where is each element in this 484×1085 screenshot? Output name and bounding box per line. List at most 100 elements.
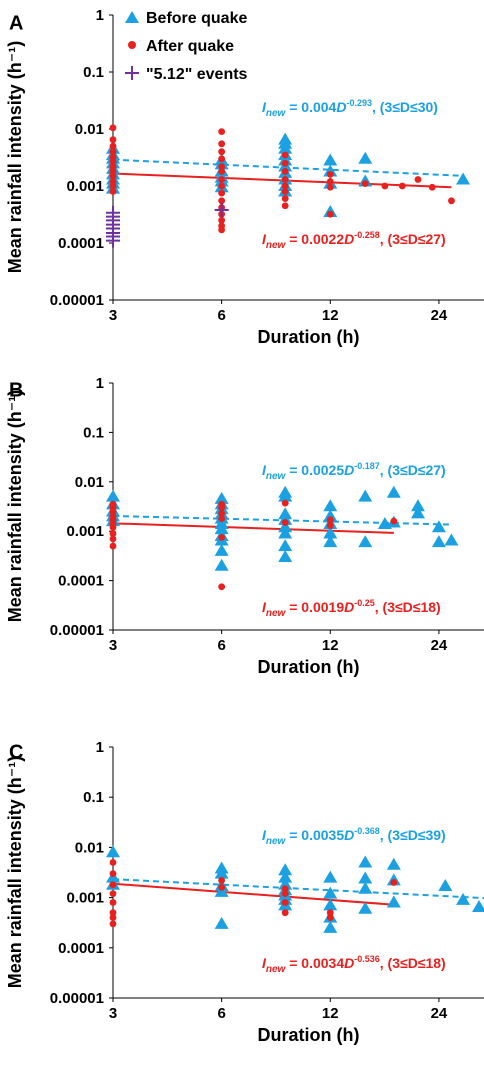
- point-after: [218, 140, 226, 148]
- x-tick-label: 12: [322, 1005, 339, 1022]
- x-tick-label: 3: [109, 307, 117, 324]
- point-before: [323, 153, 338, 166]
- point-before: [278, 526, 293, 539]
- point-before: [410, 499, 425, 512]
- point-after: [326, 522, 334, 529]
- point-after: [390, 879, 398, 886]
- panel-label-B: B: [9, 380, 23, 402]
- legend-marker-after: [128, 41, 136, 49]
- legend: Before quake After quake "5.12" events: [125, 10, 248, 83]
- point-before: [278, 550, 293, 563]
- point-before: [278, 539, 293, 552]
- equation-part: I: [262, 955, 267, 971]
- x-tick-label: 6: [217, 307, 225, 324]
- point-after: [109, 870, 117, 878]
- x-axis-title: Duration (h): [258, 657, 360, 677]
- equation-part: new: [266, 964, 287, 975]
- y-tick-label: 0.01: [75, 121, 104, 138]
- equation-part: -0.187: [354, 461, 380, 471]
- equation-part: new: [266, 108, 287, 119]
- y-tick-label: 0.1: [83, 64, 104, 81]
- fit-line-before: [112, 878, 484, 900]
- point-after: [109, 136, 117, 144]
- equation-part: = 0.004: [285, 99, 336, 115]
- point-before: [456, 892, 471, 905]
- point-before: [214, 543, 229, 556]
- point-after: [218, 182, 226, 190]
- x-tick-label: 6: [217, 1005, 225, 1022]
- y-axis-title: Mean rainfall intensity (h⁻¹): [5, 756, 25, 989]
- equation-part: -0.293: [346, 98, 372, 108]
- legend-marker-512: [125, 66, 139, 80]
- point-after: [109, 542, 117, 550]
- legend-label-before: Before quake: [146, 10, 247, 27]
- x-axis-title: Duration (h): [258, 1025, 360, 1045]
- point-after: [326, 516, 334, 524]
- point-after: [218, 168, 226, 175]
- point-after: [109, 881, 117, 889]
- point-before: [358, 489, 373, 502]
- point-before: [358, 901, 373, 914]
- equation-part: I: [262, 99, 267, 115]
- point-after: [109, 899, 117, 906]
- point-before: [323, 870, 338, 883]
- point-before: [323, 886, 338, 899]
- fit-line-after: [112, 882, 394, 906]
- legend-marker-before: [125, 11, 139, 23]
- point-before: [323, 509, 338, 522]
- point-after: [281, 159, 289, 167]
- point-before: [323, 535, 338, 548]
- equation-part: I: [262, 827, 267, 843]
- point-before: [358, 535, 373, 548]
- point-after: [218, 883, 226, 891]
- point-before: [431, 535, 446, 548]
- equation-part: D: [344, 462, 354, 478]
- equation-part: -0.368: [354, 826, 380, 836]
- point-after: [281, 182, 289, 190]
- point-before: [214, 558, 229, 571]
- equation-part: , (3≤D≤39): [380, 827, 446, 843]
- point-after: [218, 148, 226, 156]
- point-before: [358, 855, 373, 868]
- equation-part: , (3≤D≤18): [380, 955, 446, 971]
- equation-part: = 0.0034: [285, 955, 344, 971]
- point-after: [218, 128, 226, 136]
- point-after: [448, 197, 455, 205]
- point-after: [218, 515, 226, 522]
- point-after: [109, 172, 117, 180]
- point-before: [386, 857, 401, 870]
- point-after: [326, 183, 334, 191]
- point-after: [326, 210, 334, 218]
- point-after: [109, 535, 117, 543]
- point-before: [472, 899, 484, 912]
- x-tick-label: 24: [431, 307, 448, 324]
- point-after: [109, 124, 117, 132]
- fit-equation-after: Inew = 0.0022D-0.258, (3≤D≤27): [262, 230, 446, 251]
- point-after: [109, 188, 117, 195]
- point-after: [109, 914, 117, 921]
- equation-part: I: [262, 462, 267, 478]
- point-after: [218, 197, 226, 205]
- point-after: [281, 890, 289, 898]
- point-before: [278, 141, 293, 154]
- y-tick-label: 0.0001: [58, 573, 104, 590]
- point-after: [281, 176, 289, 183]
- equation-part: = 0.0025: [285, 462, 344, 478]
- y-tick-label: 1: [96, 739, 104, 756]
- point-before: [438, 879, 453, 892]
- panel-A: A 1 0.1 0.01 0.001 0.0001 0.00001 3 6 12 24 Duratio…: [5, 7, 484, 347]
- point-before: [323, 499, 338, 512]
- point-after: [428, 183, 436, 191]
- point-after: [109, 890, 117, 898]
- point-after: [218, 163, 226, 170]
- point-after: [109, 530, 117, 537]
- point-after: [109, 158, 117, 165]
- point-before: [323, 526, 338, 539]
- equation-part: , (3≤D≤30): [372, 99, 438, 115]
- panel-label-C: C: [9, 742, 23, 764]
- point-before: [386, 895, 401, 908]
- y-axis-title: Mean rainfall intensity (h⁻¹): [5, 41, 25, 274]
- point-before: [358, 881, 373, 894]
- point-after: [326, 170, 334, 178]
- point-after: [398, 182, 406, 190]
